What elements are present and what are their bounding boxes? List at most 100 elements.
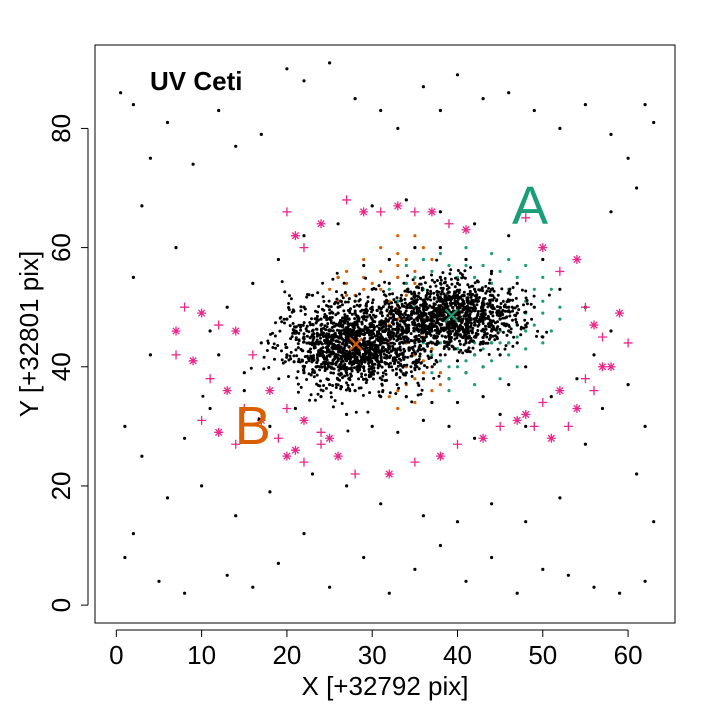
point-core	[547, 293, 551, 297]
point-outliers	[316, 219, 326, 229]
point-core	[321, 295, 325, 299]
point-core	[481, 320, 485, 323]
point-background	[532, 305, 536, 309]
point-source_b	[345, 281, 349, 285]
point-outliers	[205, 374, 215, 384]
point-core	[353, 317, 357, 321]
point-outliers	[171, 350, 181, 360]
point-background	[336, 222, 340, 226]
point-core	[424, 308, 428, 312]
point-core	[409, 370, 413, 374]
point-core	[325, 316, 329, 320]
point-core	[315, 331, 319, 335]
point-background	[285, 67, 289, 71]
point-core	[515, 323, 519, 327]
point-background	[609, 210, 613, 214]
point-core	[417, 384, 421, 387]
point-core	[460, 310, 464, 314]
point-core	[470, 331, 474, 335]
point-core	[419, 392, 423, 396]
point-background	[396, 430, 400, 434]
point-core	[390, 301, 394, 305]
point-core	[306, 350, 310, 354]
point-background	[217, 108, 221, 113]
point-core	[377, 284, 381, 288]
point-source_a	[558, 305, 562, 309]
point-core	[278, 316, 282, 320]
point-core	[312, 332, 316, 336]
point-core	[395, 296, 399, 300]
point-source_a	[387, 287, 391, 291]
point-core	[492, 296, 496, 300]
point-core	[460, 273, 464, 277]
point-background	[524, 520, 528, 524]
point-core	[456, 269, 460, 272]
point-core	[389, 335, 393, 339]
point-core	[426, 327, 430, 331]
point-core	[273, 334, 277, 338]
point-core	[464, 338, 468, 342]
point-core	[363, 325, 367, 328]
point-source_a	[430, 269, 434, 273]
point-core	[458, 342, 462, 346]
point-background	[618, 591, 622, 595]
point-outliers	[427, 207, 437, 217]
point-source_a	[447, 377, 451, 381]
point-source_b	[430, 257, 434, 262]
point-outliers	[495, 421, 505, 431]
point-core	[327, 344, 331, 348]
point-background	[225, 305, 229, 309]
point-core	[429, 340, 433, 344]
point-core	[394, 311, 398, 315]
point-outliers	[222, 386, 232, 396]
point-core	[427, 318, 430, 322]
point-core	[457, 316, 461, 320]
point-core	[439, 309, 443, 313]
point-core	[318, 340, 322, 344]
point-outliers	[521, 213, 531, 223]
point-background	[455, 73, 460, 77]
point-core	[460, 318, 464, 322]
point-core	[327, 305, 330, 308]
point-outliers	[239, 403, 249, 413]
point-core	[409, 354, 413, 358]
point-core	[458, 339, 461, 343]
point-background	[302, 532, 306, 536]
point-core	[294, 338, 298, 342]
point-source_b	[336, 275, 340, 279]
point-core	[402, 347, 406, 351]
point-core	[434, 284, 438, 288]
point-core	[496, 347, 500, 351]
point-source_a	[532, 323, 536, 327]
point-core	[432, 376, 436, 380]
point-core	[381, 371, 385, 375]
x-axis-title: X [+32792 pix]	[302, 671, 469, 701]
point-background	[413, 246, 417, 250]
point-core	[297, 331, 301, 335]
point-core	[491, 314, 495, 318]
point-core	[429, 289, 433, 293]
point-core	[316, 392, 320, 396]
point-core	[420, 319, 423, 322]
point-core	[283, 360, 287, 364]
point-core	[488, 325, 492, 329]
point-core	[515, 320, 518, 324]
point-core	[426, 344, 430, 348]
point-core	[488, 290, 492, 293]
point-core	[467, 313, 471, 317]
point-core	[388, 311, 392, 315]
point-core	[300, 358, 304, 362]
point-core	[379, 310, 383, 314]
point-core	[309, 347, 312, 351]
point-core	[337, 357, 341, 361]
point-core	[471, 339, 475, 343]
point-core	[453, 323, 457, 327]
point-core	[266, 341, 270, 345]
chart-title: UV Ceti	[150, 66, 242, 96]
point-core	[446, 298, 450, 302]
point-core	[435, 340, 439, 343]
point-source_b	[370, 281, 374, 285]
point-background	[328, 61, 332, 65]
point-core	[476, 310, 480, 313]
point-core	[351, 333, 355, 337]
